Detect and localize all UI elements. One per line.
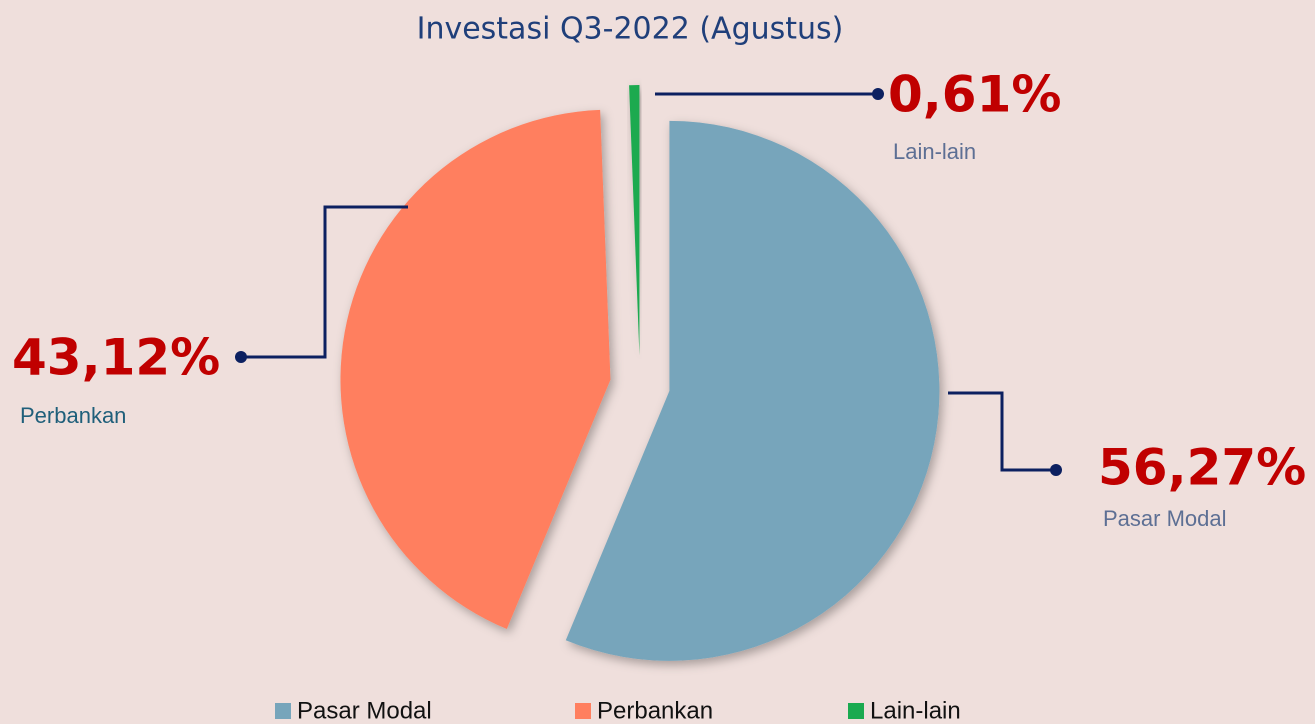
- legend-label: Lain-lain: [870, 697, 961, 724]
- legend-label: Perbankan: [597, 697, 713, 724]
- leader-line: [948, 391, 1054, 472]
- pie: [340, 85, 940, 661]
- leader-line: [243, 205, 408, 359]
- legend-swatch: [575, 703, 591, 719]
- category-label: Lain-lain: [893, 139, 976, 164]
- chart-title: Investasi Q3-2022 (Agustus): [417, 12, 844, 47]
- legend: Pasar Modal Perbankan Lain-lain: [275, 697, 961, 724]
- pie-slice: [340, 109, 611, 630]
- value-label: 43,12%: [12, 329, 220, 387]
- category-label: Pasar Modal: [1103, 506, 1227, 531]
- legend-swatch: [275, 703, 291, 719]
- leader-dot: [235, 351, 247, 363]
- category-label: Perbankan: [20, 403, 126, 428]
- legend-label: Pasar Modal: [297, 697, 432, 724]
- leader-dot: [1050, 464, 1062, 476]
- legend-swatch: [848, 703, 864, 719]
- value-label: 56,27%: [1098, 439, 1306, 497]
- value-label: 0,61%: [888, 66, 1061, 124]
- pie-slice: [565, 120, 940, 661]
- leader-dot: [872, 88, 884, 100]
- pie-slice: [629, 85, 640, 356]
